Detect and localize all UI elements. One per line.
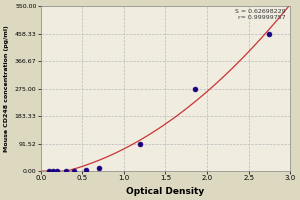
Point [84,168,89,172]
Point [267,32,272,35]
Point [97,167,101,170]
Point [55,170,60,173]
Point [63,169,68,173]
Y-axis label: Mouse CD248 concentration (pg/ml): Mouse CD248 concentration (pg/ml) [4,25,9,152]
Point [138,142,143,145]
Point [192,87,197,90]
Point [71,169,76,172]
Point [51,170,56,173]
X-axis label: Optical Density: Optical Density [126,187,205,196]
Point [46,170,51,173]
Text: S = 0.62698229
r= 0.99999757: S = 0.62698229 r= 0.99999757 [235,9,285,20]
